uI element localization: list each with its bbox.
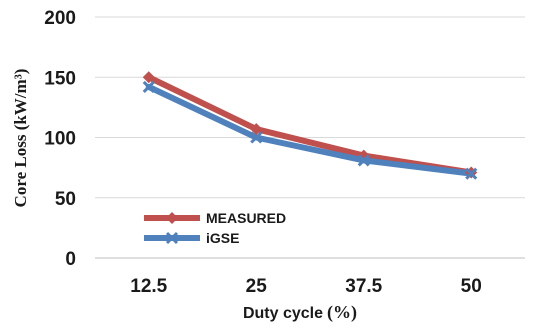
- series-line-igse: [145, 83, 475, 177]
- data-point-igse: [250, 131, 263, 144]
- y-tick-label: 100: [44, 129, 76, 150]
- x-tick-label: 25: [246, 276, 268, 297]
- y-tick-label: 150: [44, 68, 76, 89]
- data-point-igse: [142, 80, 155, 93]
- legend-marker: [166, 212, 178, 224]
- x-tick-label: 37.5: [345, 276, 382, 297]
- data-point-igse: [357, 154, 370, 167]
- y-axis-label: Core Loss (kW/m³): [11, 69, 30, 208]
- legend-marker: [165, 231, 179, 245]
- x-tick-label: 12.5: [130, 276, 167, 297]
- y-tick-labels: 0 50 100 150 200: [44, 8, 76, 270]
- series-line-measured: [145, 74, 475, 176]
- x-axis-label-text: Duty cycle: [243, 305, 323, 322]
- y-tick-label: 0: [65, 249, 76, 270]
- data-point-measured: [142, 71, 155, 84]
- legend-label-measured: MEASURED: [206, 210, 286, 226]
- y-tick-label: 200: [44, 8, 76, 29]
- x-tick-label: 50: [461, 276, 482, 297]
- series-lines: [145, 74, 475, 177]
- x-tick-labels: 12.5 25 37.5 50: [130, 276, 482, 297]
- gridlines: [95, 16, 525, 259]
- legend-label-igse: iGSE: [206, 230, 239, 246]
- y-tick-label: 50: [55, 189, 76, 210]
- x-axis-label: Duty cycle (%): [243, 302, 357, 323]
- data-point-igse: [465, 167, 478, 180]
- x-axis-label-unit: (%): [327, 302, 357, 323]
- legend: MEASURED iGSE: [144, 210, 286, 246]
- data-point-measured: [250, 123, 263, 136]
- series-markers: [142, 71, 478, 180]
